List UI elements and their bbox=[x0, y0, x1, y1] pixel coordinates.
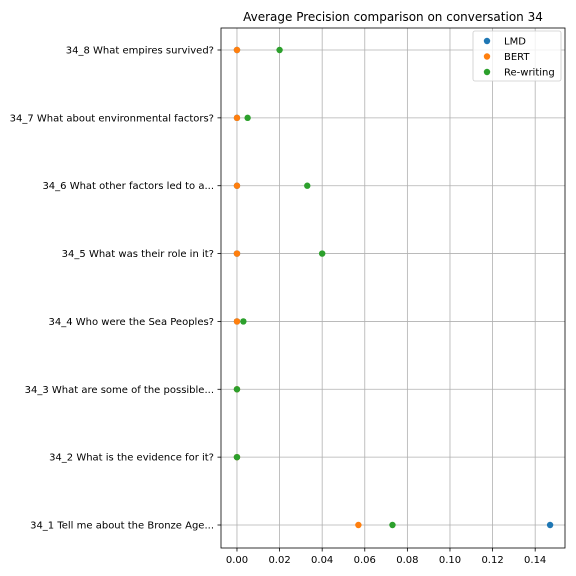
y-tick-label: 34_1 Tell me about the Bronze Age... bbox=[30, 521, 214, 532]
x-tick-label: 0.08 bbox=[396, 555, 418, 566]
legend-marker bbox=[483, 37, 491, 45]
x-tick-label: 0.02 bbox=[268, 555, 290, 566]
y-tick-label: 34_2 What is the evidence for it? bbox=[49, 453, 214, 464]
y-tick-label: 34_3 What are some of the possible... bbox=[25, 385, 214, 396]
y-tick-label: 34_6 What other factors led to a... bbox=[42, 181, 214, 192]
data-point-bert bbox=[233, 318, 241, 325]
data-point-re-writing bbox=[233, 386, 241, 393]
data-point-re-writing bbox=[233, 453, 241, 461]
x-tick-label: 0.10 bbox=[439, 555, 461, 566]
y-tick-label: 34_5 What was their role in it? bbox=[62, 249, 214, 260]
x-tick-label: 0.12 bbox=[481, 555, 503, 566]
data-point-re-writing bbox=[240, 318, 247, 325]
data-point-bert bbox=[233, 114, 241, 122]
y-tick-label: 34_4 Who were the Sea Peoples? bbox=[49, 317, 214, 328]
legend-label: Re-writing bbox=[504, 68, 555, 79]
x-tick-label: 0.06 bbox=[354, 555, 376, 566]
legend-label: BERT bbox=[504, 52, 530, 63]
data-point-bert bbox=[355, 521, 362, 529]
x-tick-label: 0.00 bbox=[226, 555, 248, 566]
data-point-lmd bbox=[546, 521, 554, 529]
y-tick-label: 34_8 What empires survived? bbox=[66, 46, 214, 57]
data-point-re-writing bbox=[318, 250, 326, 257]
data-point-re-writing bbox=[389, 521, 396, 529]
x-tick-label: 0.04 bbox=[311, 555, 333, 566]
legend-marker bbox=[483, 68, 491, 76]
plot-area-frame bbox=[220, 27, 566, 549]
legend: LMD BERT Re-writing bbox=[472, 30, 562, 82]
grid-layer bbox=[221, 28, 565, 548]
x-tick-label: 0.14 bbox=[524, 555, 546, 566]
legend-frame bbox=[472, 30, 562, 82]
data-point-bert bbox=[233, 250, 241, 257]
legend-marker bbox=[483, 53, 491, 60]
legend-label: LMD bbox=[504, 37, 526, 48]
data-point-re-writing bbox=[304, 182, 311, 189]
data-point-re-writing bbox=[276, 46, 283, 54]
data-point-bert bbox=[233, 182, 241, 189]
chart-title: Average Precision comparison on conversa… bbox=[243, 10, 543, 24]
data-points-layer bbox=[233, 46, 554, 529]
data-point-bert bbox=[233, 46, 241, 54]
y-tick-label: 34_7 What about environmental factors? bbox=[10, 113, 214, 124]
data-point-re-writing bbox=[244, 114, 251, 122]
axis-ticks-layer: 0.00 0.02 0.04 0.06 0.08 0.10 0.12 0.14 34_1 Tel… bbox=[10, 46, 547, 567]
